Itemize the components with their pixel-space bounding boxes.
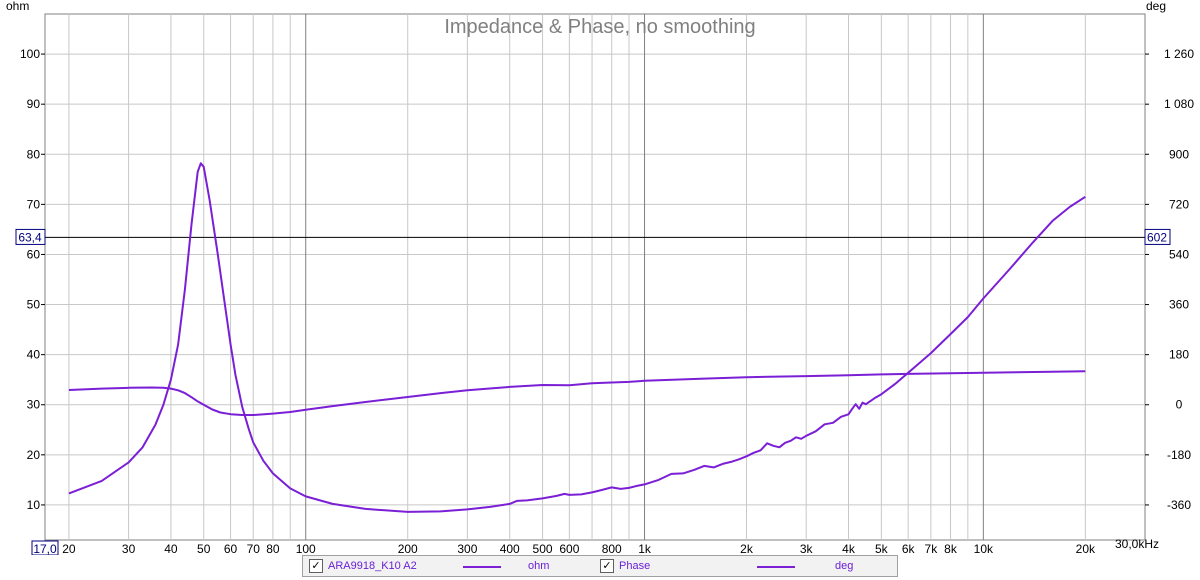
plot-area <box>44 13 1146 541</box>
x-tick-label: 40 <box>164 542 178 555</box>
x-start-box <box>31 540 59 555</box>
series-1-unit: ohm <box>528 560 550 572</box>
series-2-name: Phase <box>619 560 651 572</box>
grid <box>45 14 1145 540</box>
right-tick-label: 1 080 <box>1164 97 1194 111</box>
series-2-swatch <box>757 566 795 568</box>
left-tick-label: 50 <box>27 298 41 312</box>
x-tick-label: 6k <box>902 542 916 555</box>
x-tick-label: 80 <box>266 542 280 555</box>
legend: ✓ ARA9918_K10 A2 ohm ✓ Phase deg <box>302 555 898 577</box>
left-tick-label: 30 <box>27 398 41 412</box>
cursor-right-box <box>1144 228 1171 245</box>
series-line-1 <box>68 162 1086 513</box>
x-tick-label: 10k <box>974 542 994 555</box>
right-tick-label: 1 260 <box>1164 47 1194 61</box>
x-tick-label: 60 <box>224 542 238 555</box>
right-tick-label: 360 <box>1169 298 1189 312</box>
left-tick-label: 70 <box>27 197 41 211</box>
x-tick-label: 200 <box>398 542 418 555</box>
right-tick-label: 720 <box>1169 197 1189 211</box>
series-1-swatch <box>463 566 501 568</box>
x-tick-label: 800 <box>602 542 622 555</box>
left-tick-label: 80 <box>27 147 41 161</box>
right-tick-label: 900 <box>1169 147 1189 161</box>
x-tick-label: 100 <box>296 542 316 555</box>
x-tick-label: 20k <box>1076 542 1096 555</box>
left-tick-label: 40 <box>27 348 41 362</box>
right-tick-label: 0 <box>1176 398 1183 412</box>
left-tick-label: 10 <box>27 498 41 512</box>
x-tick-label: 2k <box>740 542 754 555</box>
x-tick-label: 17,0 <box>33 542 57 555</box>
right-axis-unit: deg <box>1146 0 1166 13</box>
axes: 10 20 30 40 50 60 70 80 90 100 -360 -180 0 180 360 540 7… <box>20 47 1194 555</box>
x-tick-label: 30 <box>122 542 136 555</box>
right-tick-label: 540 <box>1169 247 1189 261</box>
left-axis-unit: ohm <box>6 0 29 13</box>
x-tick-label: 5k <box>875 542 889 555</box>
cursor-left-box <box>15 228 46 245</box>
x-tick-label: 500 <box>533 542 553 555</box>
right-tick-label: -180 <box>1167 448 1191 462</box>
series-line-2 <box>68 370 1086 416</box>
x-tick-label: 1k <box>638 542 652 555</box>
x-tick-label: 7k <box>925 542 939 555</box>
x-tick-label: 300 <box>457 542 477 555</box>
left-tick-label: 100 <box>20 47 40 61</box>
x-tick-label: 600 <box>559 542 579 555</box>
cursor-right-value: 602 <box>1147 230 1167 244</box>
series-2-checkbox[interactable]: ✓ <box>600 559 614 573</box>
x-tick-label: 70 <box>247 542 261 555</box>
x-tick-label: 20 <box>62 542 76 555</box>
x-tick-label: 400 <box>500 542 520 555</box>
left-tick-label: 60 <box>27 247 41 261</box>
left-tick-label: 90 <box>27 97 41 111</box>
x-tick-label: 50 <box>197 542 211 555</box>
x-tick-label: 4k <box>842 542 856 555</box>
series-layer <box>68 162 1086 513</box>
chart-title: Impedance & Phase, no smoothing <box>444 16 755 38</box>
x-tick-label: 3k <box>800 542 814 555</box>
impedance-phase-chart: 63,4 602 10 20 30 40 50 60 70 80 90 100 -360 -180 0 18… <box>6 0 1194 555</box>
cursor-line[interactable]: 63,4 602 <box>15 228 1171 245</box>
cursor-left-value: 63,4 <box>18 230 42 244</box>
left-tick-label: 20 <box>27 448 41 462</box>
series-1-checkbox[interactable]: ✓ <box>309 559 323 573</box>
right-tick-label: -360 <box>1167 498 1191 512</box>
x-tick-label: 8k <box>944 542 958 555</box>
right-tick-label: 180 <box>1169 348 1189 362</box>
series-2-unit: deg <box>835 560 854 572</box>
x-axis-unit: 30,0kHz <box>1115 537 1159 551</box>
series-1-name: ARA9918_K10 A2 <box>328 560 417 572</box>
